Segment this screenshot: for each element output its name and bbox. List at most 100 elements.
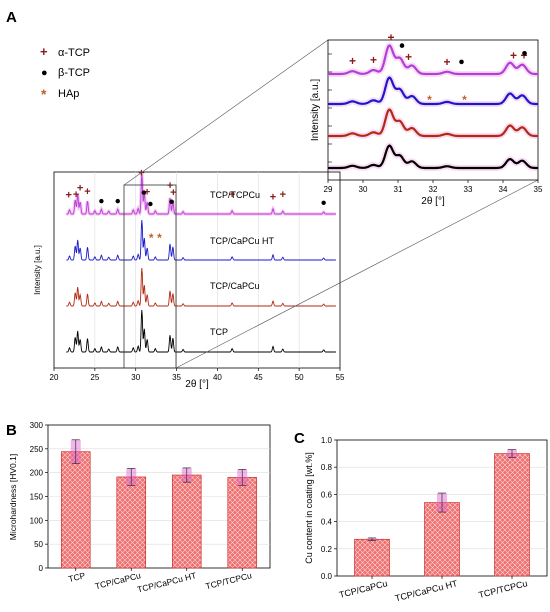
xrd-inset-markers: + +++ + + +* * [349, 30, 528, 107]
alpha-tcp-marker: + [270, 191, 276, 203]
series-line-tcp_capcu_ht [66, 219, 336, 261]
y-tick-label: 50 [34, 540, 43, 549]
xrd-inset-curves [328, 42, 538, 171]
xrd-main-markers: + ++ +++++ + + +* * [65, 167, 326, 245]
xrd-main-grid [94, 172, 300, 368]
inset-x-tick-label: 31 [394, 185, 403, 194]
microhardness-bar-chart: 0 50 100 150 200 250 300 TCP TCP/CaPCuTCP/CaPCu … [8, 421, 271, 595]
inset-hap-marker: * [427, 93, 432, 107]
x-tick-label: 40 [213, 373, 222, 382]
series-line-tcp [66, 309, 336, 353]
series-label-capcu: TCP/CaPCu [210, 281, 260, 291]
inset-x-tick-label: 35 [534, 185, 543, 194]
alpha-tcp-marker: + [138, 167, 144, 179]
panel-c-label: C [294, 430, 305, 447]
y-tick-label: 0.8 [321, 463, 333, 472]
series-label-tcp: TCP [210, 327, 228, 337]
inset-x-tick-label: 29 [324, 185, 333, 194]
xrd-inset-ticks: 29 30 31 32 33 34 35 [324, 53, 543, 194]
zoom-box [123, 184, 177, 369]
xrd-inset-xlabel: 2θ [°] [421, 196, 445, 207]
beta-tcp-marker [169, 199, 174, 204]
inset-series-line-tcp [328, 144, 538, 170]
alpha-tcp-marker: + [65, 190, 71, 202]
inset-x-tick-label: 30 [359, 185, 368, 194]
inset-series-glow [328, 74, 538, 107]
hap-marker: * [157, 231, 162, 245]
y-tick-label: 0.6 [321, 490, 333, 499]
y-tick-label: 300 [30, 421, 44, 430]
inset-alpha-tcp-marker: + [370, 53, 377, 67]
cu-content-bar-chart: 0.0 0.2 0.4 0.6 0.8 1.0 TCP/CaPCu TCP/CaPCu HT T… [304, 436, 548, 603]
beta-tcp-marker [115, 198, 120, 204]
inset-x-tick-label: 34 [499, 185, 508, 194]
x-tick-label: 45 [254, 373, 263, 382]
inset-alpha-tcp-marker: + [349, 54, 356, 68]
series-line-tcp_capcu [66, 267, 336, 307]
y-tick-label: 0.0 [321, 572, 333, 581]
panel-b-label: B [6, 422, 17, 439]
bar [227, 477, 258, 569]
inset-series-glow [328, 42, 538, 77]
y-tick-label: 0.2 [321, 545, 333, 554]
alpha-tcp-marker: + [84, 186, 90, 198]
category-label: TCP/TCPCu [204, 570, 253, 591]
inset-series-line-tcp_capcu [328, 108, 538, 138]
bar [354, 538, 390, 577]
category-label: TCP/TCPCu [478, 578, 529, 600]
bar [60, 451, 91, 569]
bar-b-bars [60, 439, 258, 569]
alpha-tcp-marker: + [167, 180, 173, 192]
category-label: TCP [67, 570, 86, 584]
category-label: TCP/CaPCu [338, 578, 388, 600]
series-line-tcp_tcpcu [66, 173, 336, 215]
series-label-tcpcu: TCP/TCPCu [210, 190, 260, 200]
beta-tcp-marker [141, 190, 147, 195]
inset-alpha-tcp-marker: + [443, 55, 450, 69]
xrd-main-frame [53, 171, 341, 369]
x-tick-label: 35 [172, 373, 181, 382]
xrd-main-ticks: 20 25 30 35 40 45 50 55 [50, 368, 345, 382]
y-tick-label: 0 [39, 564, 44, 573]
y-tick-label: 100 [30, 516, 44, 525]
alpha-tcp-marker: + [229, 189, 235, 201]
category-label: TCP/CaPCu HT [394, 578, 459, 603]
category-label: TCP/CaPCu [94, 570, 142, 591]
bar [424, 502, 460, 577]
xrd-main-plot: 20 25 30 35 40 45 50 55 + ++ +++++ + + +* * 2θ [°] In… [33, 167, 345, 390]
x-tick-label: 30 [131, 373, 140, 382]
inset-hap-marker: * [462, 93, 467, 107]
bar [171, 474, 202, 569]
bar-c-bars [354, 449, 530, 577]
legend: + α-TCP ● β-TCP * HAp [40, 44, 90, 102]
y-tick-label: 200 [30, 469, 44, 478]
beta-tcp-marker [321, 200, 326, 205]
series-glow [66, 173, 336, 217]
inset-alpha-tcp-marker: + [387, 30, 394, 44]
xrd-inset-ylabel: Intensity [a.u.] [310, 79, 321, 141]
legend-alpha-symbol: + [40, 44, 48, 59]
y-tick-label: 250 [30, 445, 44, 454]
zoom-line-bottom [175, 179, 539, 369]
x-tick-label: 50 [295, 373, 304, 382]
alpha-tcp-marker: + [170, 187, 176, 199]
bar [116, 476, 147, 569]
beta-tcp-marker [99, 198, 104, 204]
legend-beta-symbol: ● [41, 67, 48, 79]
alpha-tcp-marker: + [144, 187, 150, 199]
inset-alpha-tcp-marker: + [520, 49, 527, 63]
xrd-main-xlabel: 2θ [°] [185, 379, 209, 390]
xrd-inset-plot: 29 30 31 32 33 34 35 + +++ + + +* * 2θ [°] Intensit… [310, 30, 543, 207]
hap-marker: * [149, 231, 154, 245]
inset-beta-tcp-marker [522, 50, 527, 56]
x-tick-label: 55 [336, 373, 345, 382]
beta-tcp-marker [148, 201, 153, 207]
inset-x-tick-label: 33 [464, 185, 473, 194]
bar-b-ylabel: Microhardness [HV0.1] [8, 454, 18, 540]
inset-beta-tcp-marker [399, 43, 405, 48]
xrd-main-curves [66, 173, 336, 353]
inset-series-line-tcp_capcu_ht [328, 76, 538, 106]
series-label-capcu-ht: TCP/CaPCu HT [210, 236, 275, 246]
legend-beta-label: β-TCP [58, 67, 90, 79]
